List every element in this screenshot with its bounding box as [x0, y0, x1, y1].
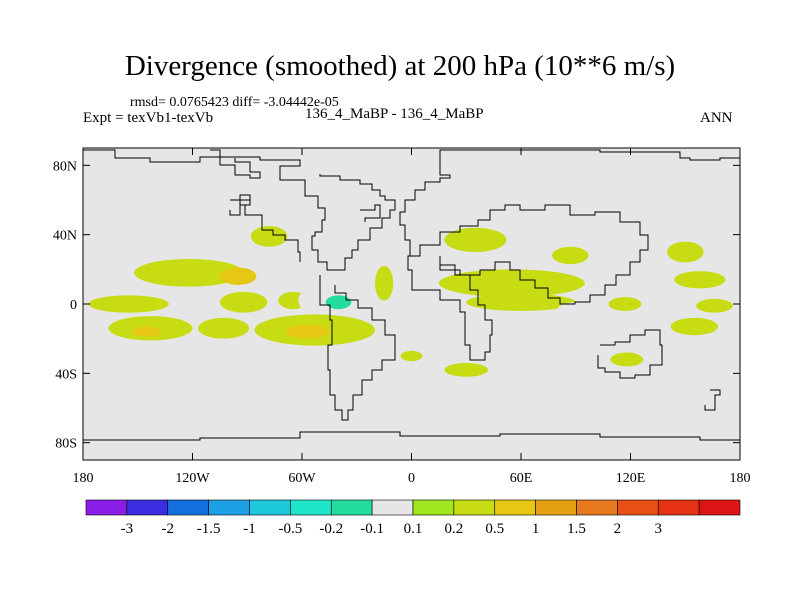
y-tick-label: 40S [55, 367, 77, 382]
contour-region [219, 267, 257, 285]
colorbar-label: 0.5 [485, 521, 504, 537]
contour-region [634, 309, 664, 334]
colorbar-swatch [412, 499, 455, 516]
contour-region [667, 241, 704, 263]
colorbar-label: -0.2 [319, 521, 343, 537]
coastline [399, 149, 740, 257]
colorbar-label: -3 [121, 521, 134, 537]
colorbar-swatch [208, 499, 250, 516]
coastline [407, 255, 493, 361]
colorbar-label: -0.1 [360, 521, 384, 537]
contour-region [566, 310, 596, 332]
x-tick-label: 180 [73, 471, 94, 486]
coastline [229, 194, 251, 216]
coastline [83, 149, 396, 271]
x-tick-label: 120W [175, 471, 210, 486]
contour-fill-group [83, 220, 733, 388]
colorbar-swatch [453, 499, 496, 516]
contour-region [444, 362, 489, 377]
coastline [319, 275, 396, 421]
contour-region [250, 226, 288, 247]
contour-region [88, 295, 169, 313]
y-tick-label: 80S [55, 437, 77, 452]
x-tick-label: 180 [730, 471, 751, 486]
colorbar-swatch [576, 499, 618, 516]
colorbar-label: 1 [532, 521, 540, 537]
case-label: 136_4_MaBP - 136_4_MaBP [305, 106, 484, 122]
colorbar-label: 2 [614, 521, 622, 537]
contour-region [438, 269, 585, 298]
contour-region [119, 224, 175, 246]
contour-region [375, 265, 394, 301]
contour-region [132, 326, 162, 337]
colorbar-swatch [657, 499, 700, 516]
contour-region [674, 271, 726, 289]
contour-region [285, 324, 330, 339]
contour-region [219, 291, 268, 313]
coastline [360, 204, 381, 222]
colorbar-swatch [290, 499, 332, 516]
contour-region [608, 297, 642, 311]
contour-region [632, 272, 655, 294]
colorbar-label: -1 [243, 521, 256, 537]
x-tick-label: 60E [510, 471, 533, 486]
contour-region [177, 220, 244, 249]
colorbar-swatch [698, 499, 741, 516]
contour-region [270, 366, 315, 388]
colorbar-label: 3 [655, 521, 663, 537]
colorbar-label: -2 [162, 521, 175, 537]
colorbar-label: 1.5 [567, 521, 586, 537]
contour-region [179, 350, 206, 362]
colorbar-swatch [494, 499, 536, 516]
contour-region [181, 295, 222, 320]
coastline [704, 389, 721, 411]
colorbar-swatch [371, 499, 414, 516]
contour-region [336, 352, 377, 370]
x-tick-label: 120E [616, 471, 646, 486]
colorbar-swatch [617, 499, 659, 516]
colorbar-swatch [126, 499, 169, 516]
contour-region [696, 298, 733, 313]
y-tick-label: 40N [53, 229, 77, 244]
contour-region [513, 227, 565, 259]
colorbar-swatch [167, 499, 209, 516]
coastline-group [83, 149, 740, 441]
contour-region [400, 350, 423, 362]
contour-region [599, 245, 633, 270]
contour-region [134, 258, 244, 287]
coastline [83, 431, 740, 441]
colorbar-swatch [535, 499, 577, 516]
contour-region [376, 302, 403, 317]
colorbar-label: -0.5 [279, 521, 303, 537]
contour-region [670, 317, 719, 336]
colorbar-label: -1.5 [197, 521, 221, 537]
y-tick-label: 0 [70, 298, 77, 313]
colorbar-swatch [85, 499, 128, 516]
colorbar-swatch [249, 499, 291, 516]
coastline [597, 329, 663, 379]
contour-region [325, 295, 352, 310]
contour-region [610, 352, 644, 367]
contour-region [320, 226, 383, 254]
coastline [210, 149, 261, 179]
contour-region [444, 227, 507, 252]
contour-region [197, 317, 250, 339]
x-tick-label: 0 [408, 471, 415, 486]
stats-label: rmsd= 0.0765423 diff= -3.04442e-05 [130, 95, 339, 110]
x-tick-label: 60W [288, 471, 316, 486]
colorbar-swatch [330, 499, 373, 516]
contour-region [553, 349, 580, 363]
y-tick-label: 80N [53, 159, 77, 174]
experiment-label: Expt = texVb1-texVb [83, 110, 214, 126]
colorbar-label: 0.1 [404, 521, 423, 537]
contour-region [491, 310, 536, 346]
contour-region [92, 319, 104, 330]
coastline [412, 204, 649, 305]
colorbar-label: 0.2 [445, 521, 464, 537]
contour-region [552, 246, 589, 265]
chart-title: Divergence (smoothed) at 200 hPa (10**6 … [124, 50, 676, 82]
season-label: ANN [700, 110, 733, 126]
